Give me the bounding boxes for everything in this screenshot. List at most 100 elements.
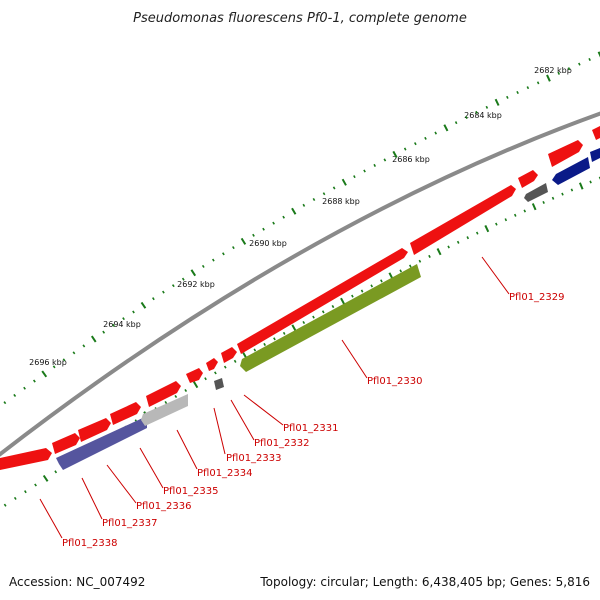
minor-tick xyxy=(475,110,478,114)
major-tick xyxy=(340,297,346,305)
minor-tick xyxy=(23,386,26,390)
gene-arrow[interactable] xyxy=(552,157,590,185)
gene-arrow[interactable] xyxy=(410,185,516,255)
major-tick xyxy=(436,248,442,256)
minor-tick xyxy=(52,365,56,369)
minor-tick xyxy=(506,95,509,99)
minor-tick xyxy=(447,245,450,249)
minor-tick xyxy=(351,294,354,298)
minor-tick xyxy=(363,169,366,173)
gene-arrow[interactable] xyxy=(141,394,188,426)
gene-arrow[interactable] xyxy=(52,433,80,454)
minor-tick xyxy=(253,348,257,352)
gene-arrow[interactable] xyxy=(240,264,421,372)
minor-tick xyxy=(54,470,58,474)
minor-tick xyxy=(403,147,407,151)
minor-tick xyxy=(428,254,431,258)
gene-label[interactable]: Pfl01_2336 xyxy=(136,501,192,512)
gene-arrow[interactable] xyxy=(524,183,548,202)
minor-tick xyxy=(414,142,417,146)
gene-arrow[interactable] xyxy=(590,148,600,162)
major-tick xyxy=(341,178,347,186)
gene-arrow[interactable] xyxy=(206,358,218,371)
major-tick xyxy=(531,203,537,211)
minor-tick xyxy=(465,115,468,120)
minor-tick xyxy=(112,323,115,327)
minor-tick xyxy=(214,371,217,375)
gene-arrow[interactable] xyxy=(237,248,408,354)
minor-tick xyxy=(312,315,315,319)
minor-tick xyxy=(408,264,412,268)
minor-tick xyxy=(373,163,377,167)
minor-tick xyxy=(82,344,86,348)
minor-tick xyxy=(332,186,336,190)
map-title: Pseudomonas fluorescens Pf0-1, complete … xyxy=(133,11,467,26)
gene-arrow[interactable] xyxy=(78,418,111,442)
gene-label[interactable]: Pfl01_2337 xyxy=(102,518,158,529)
minor-tick xyxy=(589,180,592,184)
minor-tick xyxy=(353,175,356,179)
gene-arrow[interactable] xyxy=(110,402,141,425)
gene-arrow[interactable] xyxy=(548,140,583,167)
gene-label[interactable]: Pfl01_2330 xyxy=(367,376,423,387)
minor-tick xyxy=(322,192,326,196)
minor-tick xyxy=(516,90,519,95)
minor-tick xyxy=(495,222,498,226)
gene-label[interactable]: Pfl01_2334 xyxy=(197,468,253,479)
accession-text: Accession: NC_007492 xyxy=(9,575,145,589)
minor-tick xyxy=(526,86,530,90)
gene-arrow[interactable] xyxy=(592,126,600,140)
minor-tick xyxy=(504,218,508,222)
genome-backbone xyxy=(0,111,600,457)
scale-label: 2688 kbp xyxy=(322,197,360,206)
leader-line xyxy=(176,429,198,470)
gene-arrow[interactable] xyxy=(146,381,181,407)
gene-arrow[interactable] xyxy=(518,170,538,188)
minor-tick xyxy=(152,297,155,301)
major-tick xyxy=(240,237,247,245)
gene-arrow[interactable] xyxy=(221,347,237,363)
gene-label[interactable]: Pfl01_2338 xyxy=(62,538,118,549)
minor-tick xyxy=(302,203,306,207)
gene-arrow[interactable] xyxy=(56,416,147,470)
minor-tick xyxy=(223,365,227,369)
major-tick xyxy=(392,150,398,158)
minor-tick xyxy=(434,131,438,135)
minor-tick xyxy=(312,197,316,202)
leader-line xyxy=(81,477,103,520)
major-tick xyxy=(597,51,600,58)
major-tick xyxy=(140,301,147,309)
major-tick xyxy=(578,182,584,190)
major-tick xyxy=(42,474,49,482)
minor-tick xyxy=(399,269,403,273)
minor-tick xyxy=(536,81,540,85)
minor-tick xyxy=(212,258,215,262)
gene-label[interactable]: Pfl01_2331 xyxy=(283,423,339,434)
minor-tick xyxy=(523,209,527,213)
minor-tick xyxy=(102,330,106,334)
leader-line xyxy=(139,447,164,489)
leader-line xyxy=(243,394,284,426)
gene-label[interactable]: Pfl01_2335 xyxy=(163,486,219,497)
minor-tick xyxy=(424,136,427,140)
minor-tick xyxy=(588,57,591,62)
leader-line xyxy=(230,399,255,441)
minor-tick xyxy=(252,233,255,237)
minor-tick xyxy=(13,496,17,500)
gene-arrow[interactable] xyxy=(0,448,52,470)
gene-label[interactable]: Pfl01_2333 xyxy=(226,453,282,464)
major-tick xyxy=(546,74,551,82)
minor-tick xyxy=(302,320,306,325)
gene-label[interactable]: Pfl01_2332 xyxy=(254,438,310,449)
minor-tick xyxy=(174,394,178,399)
minor-tick xyxy=(570,188,574,192)
gene-arrow[interactable] xyxy=(186,368,203,383)
reverse-strand xyxy=(56,148,600,470)
minor-tick xyxy=(282,215,285,219)
topology-summary: Topology: circular; Length: 6,438,405 bp… xyxy=(259,575,590,589)
gene-label[interactable]: Pfl01_2329 xyxy=(509,292,565,303)
minor-tick xyxy=(380,279,383,283)
gene-arrow[interactable] xyxy=(214,378,224,390)
minor-tick xyxy=(122,317,125,321)
minor-tick xyxy=(132,310,135,314)
